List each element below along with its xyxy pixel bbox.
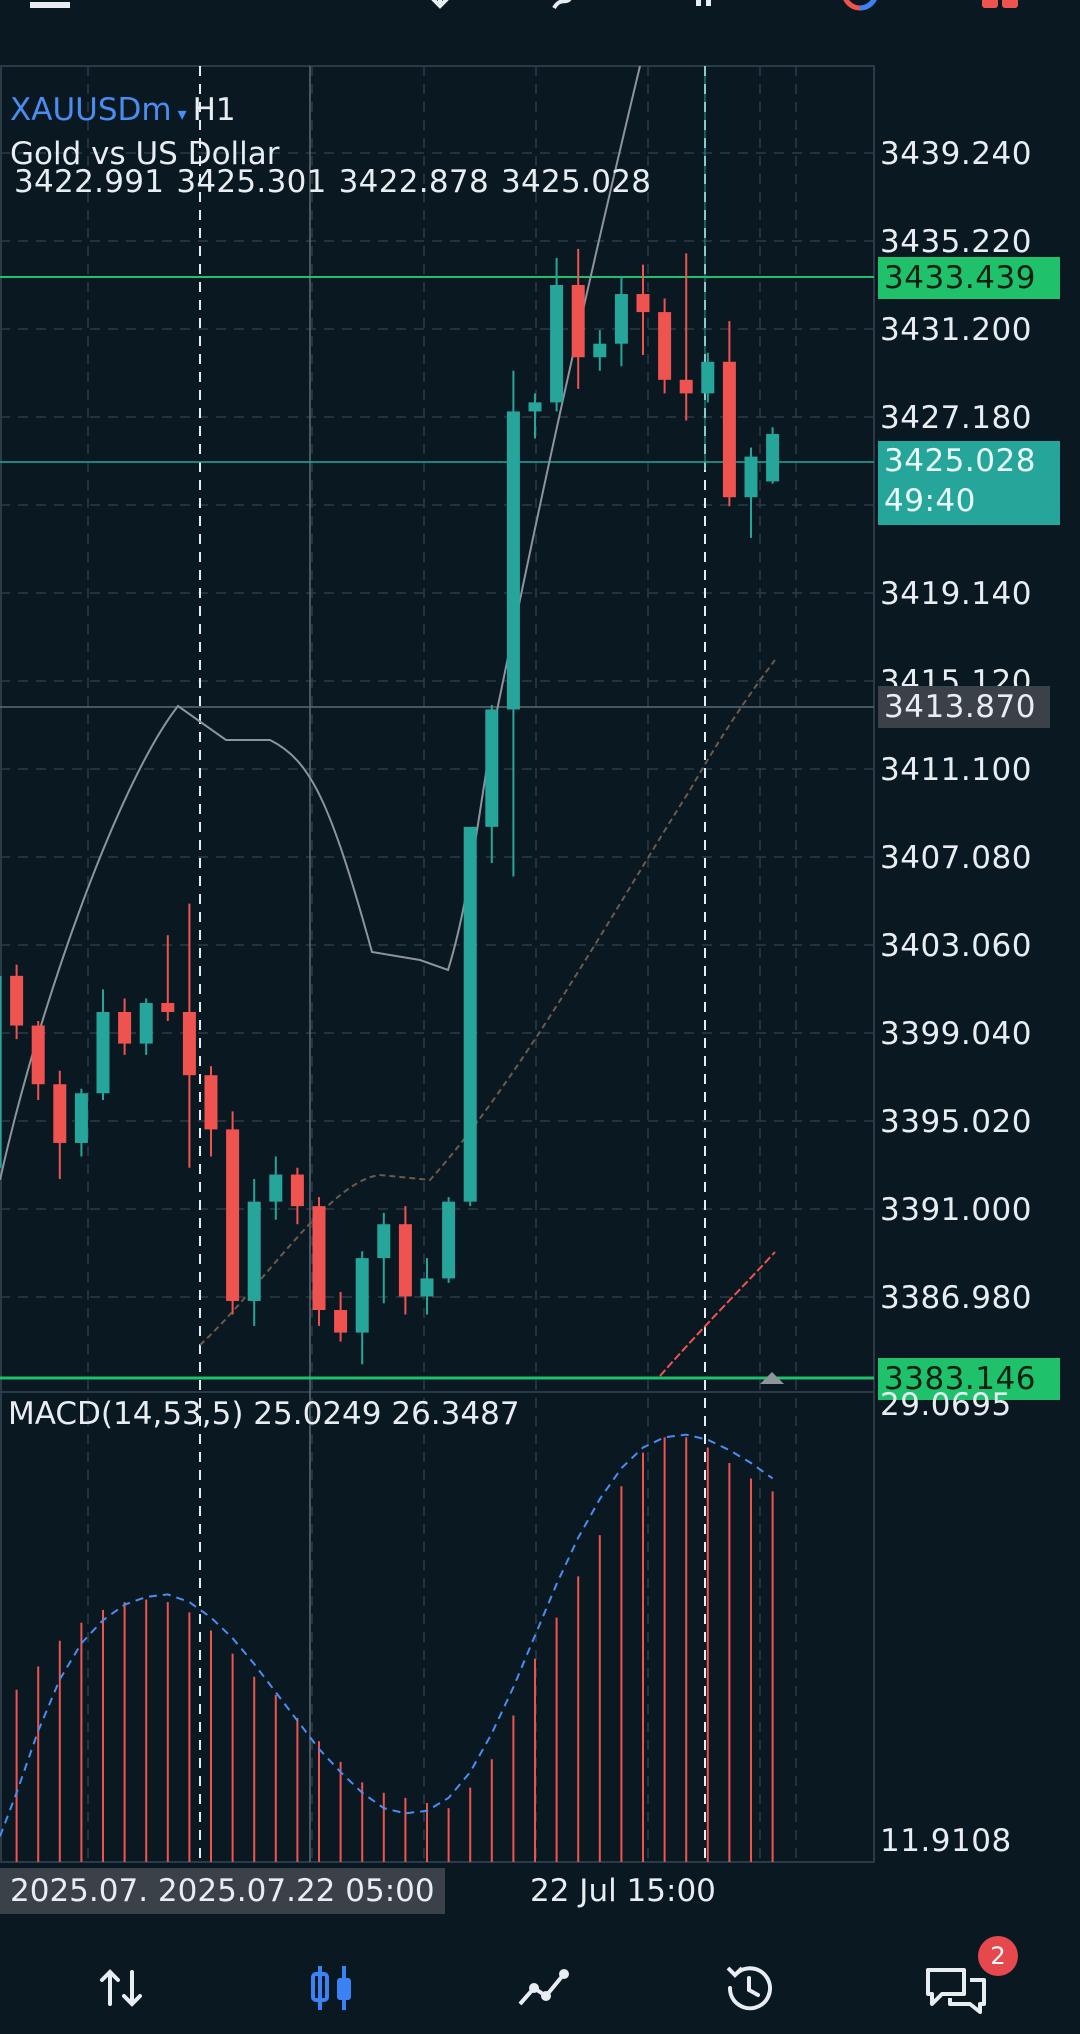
price-axis-label: 3431.200: [880, 312, 1032, 348]
chart-nav-icon[interactable]: [302, 1958, 362, 2018]
candle-body: [269, 1174, 283, 1202]
current-price-value: 3425.028: [884, 443, 1036, 479]
timeframe-label: H1: [192, 92, 236, 128]
candle-body: [247, 1201, 261, 1301]
macd-signal-line: [0, 1433, 774, 1840]
candle-body: [701, 361, 715, 394]
candle-body: [485, 709, 499, 827]
crosshair-time-badge: 2025.07. 2025.07.22 05:00: [0, 1868, 445, 1914]
price-axis-label: 3391.000: [880, 1192, 1032, 1228]
candle-body: [290, 1174, 304, 1207]
price-axis-label: 3407.080: [880, 840, 1032, 876]
crosshair-icon[interactable]: [420, 0, 460, 16]
price-axis-label: 3399.040: [880, 1016, 1032, 1052]
candle-body: [0, 975, 2, 1168]
price-axis-label: 3427.180: [880, 400, 1032, 436]
trade-icon[interactable]: [980, 0, 1020, 10]
macd-value-1: 25.0249: [253, 1396, 382, 1432]
candle-body: [312, 1206, 326, 1311]
candle-body: [118, 1011, 132, 1044]
candle-body: [420, 1278, 434, 1297]
price-axis-label: 3386.980: [880, 1280, 1032, 1316]
time-axis-label: 22 Jul 15:00: [530, 1873, 716, 1909]
timeframe-icon[interactable]: [840, 0, 880, 12]
price-axis-label: 3403.060: [880, 928, 1032, 964]
top-toolbar: [0, 0, 1080, 60]
instrument-description: Gold vs US Dollar: [10, 136, 280, 172]
candle-body: [31, 1025, 45, 1085]
ohlc-open: 3422.991: [14, 164, 165, 200]
chart-frame: [0, 65, 875, 1863]
candle-body: [679, 379, 693, 394]
price-axis-label: 3419.140: [880, 576, 1032, 612]
candle-body: [528, 402, 542, 412]
candle-body: [744, 456, 758, 498]
candle-body: [636, 294, 650, 313]
macd-axis-bottom: 11.9108: [880, 1823, 1012, 1859]
symbol-header[interactable]: XAUUSDm ▾ H1: [10, 92, 236, 128]
ma-line-fast: [0, 65, 641, 1181]
candle-body: [96, 1011, 110, 1094]
candle-body: [571, 285, 585, 358]
candle-body: [204, 1075, 218, 1130]
candle-body: [442, 1201, 456, 1279]
candle-body: [506, 411, 520, 710]
bottom-navigation: [0, 1930, 1080, 2034]
history-nav-icon[interactable]: [718, 1958, 778, 2018]
candle-body: [10, 975, 24, 1026]
candle-body: [593, 343, 607, 358]
indicators-icon[interactable]: [550, 0, 590, 14]
candle-body: [334, 1310, 348, 1333]
candle-body: [139, 1002, 153, 1044]
price-axis-label: 3439.240: [880, 136, 1032, 172]
ohlc-high: 3425.301: [176, 164, 327, 200]
price-axis-label: 3395.020: [880, 1104, 1032, 1140]
ma-line-red: [659, 1251, 776, 1377]
candle-body: [398, 1224, 412, 1297]
quotes-nav-icon[interactable]: [92, 1958, 152, 2018]
candle-body: [182, 1011, 196, 1076]
candle-body: [226, 1129, 240, 1301]
macd-value-2: 26.3487: [391, 1396, 520, 1432]
trade-nav-icon[interactable]: [512, 1958, 572, 2018]
symbol-name[interactable]: XAUUSDm: [10, 92, 172, 128]
macd-label: MACD(14,53,5) 25.0249 26.3487: [8, 1396, 520, 1432]
macd-axis-top: 29.0695: [880, 1387, 1012, 1423]
candle-body: [74, 1093, 88, 1143]
candle-body: [161, 1002, 175, 1012]
ohlc-readout: 3422.991 3425.301 3422.878 3425.028: [14, 164, 663, 200]
candle-body: [53, 1084, 67, 1143]
candle-body: [355, 1258, 369, 1333]
candle-body: [766, 434, 780, 482]
current-price-badge: 3425.028 49:40: [878, 441, 1060, 525]
candle-body: [550, 285, 564, 403]
bar-countdown: 49:40: [884, 483, 976, 519]
price-axis-label: 3435.220: [880, 224, 1032, 260]
macd-name: MACD(14,53,5): [8, 1396, 244, 1432]
symbol-dropdown-icon[interactable]: ▾: [177, 104, 187, 125]
scroll-marker-icon: [760, 1372, 784, 1384]
lower-line-price-badge: 3383.146: [878, 1358, 1060, 1400]
candle-body: [463, 826, 477, 1202]
ma-line-slow: [199, 659, 776, 1346]
candle-body: [614, 294, 628, 344]
candle-body: [377, 1224, 391, 1259]
upper-line-price-badge: 3433.439: [878, 257, 1060, 299]
ohlc-close: 3425.028: [500, 164, 652, 200]
messages-nav-icon[interactable]: [922, 1958, 992, 2018]
candle-body: [722, 361, 736, 498]
objects-icon[interactable]: [690, 0, 730, 12]
candle-body: [658, 312, 672, 380]
price-axis-label: 3411.100: [880, 752, 1032, 788]
menu-icon[interactable]: [30, 0, 70, 10]
crosshair-price-badge: 3413.870: [878, 686, 1050, 728]
messages-count-badge: 2: [978, 1936, 1018, 1976]
ohlc-low: 3422.878: [338, 164, 489, 200]
